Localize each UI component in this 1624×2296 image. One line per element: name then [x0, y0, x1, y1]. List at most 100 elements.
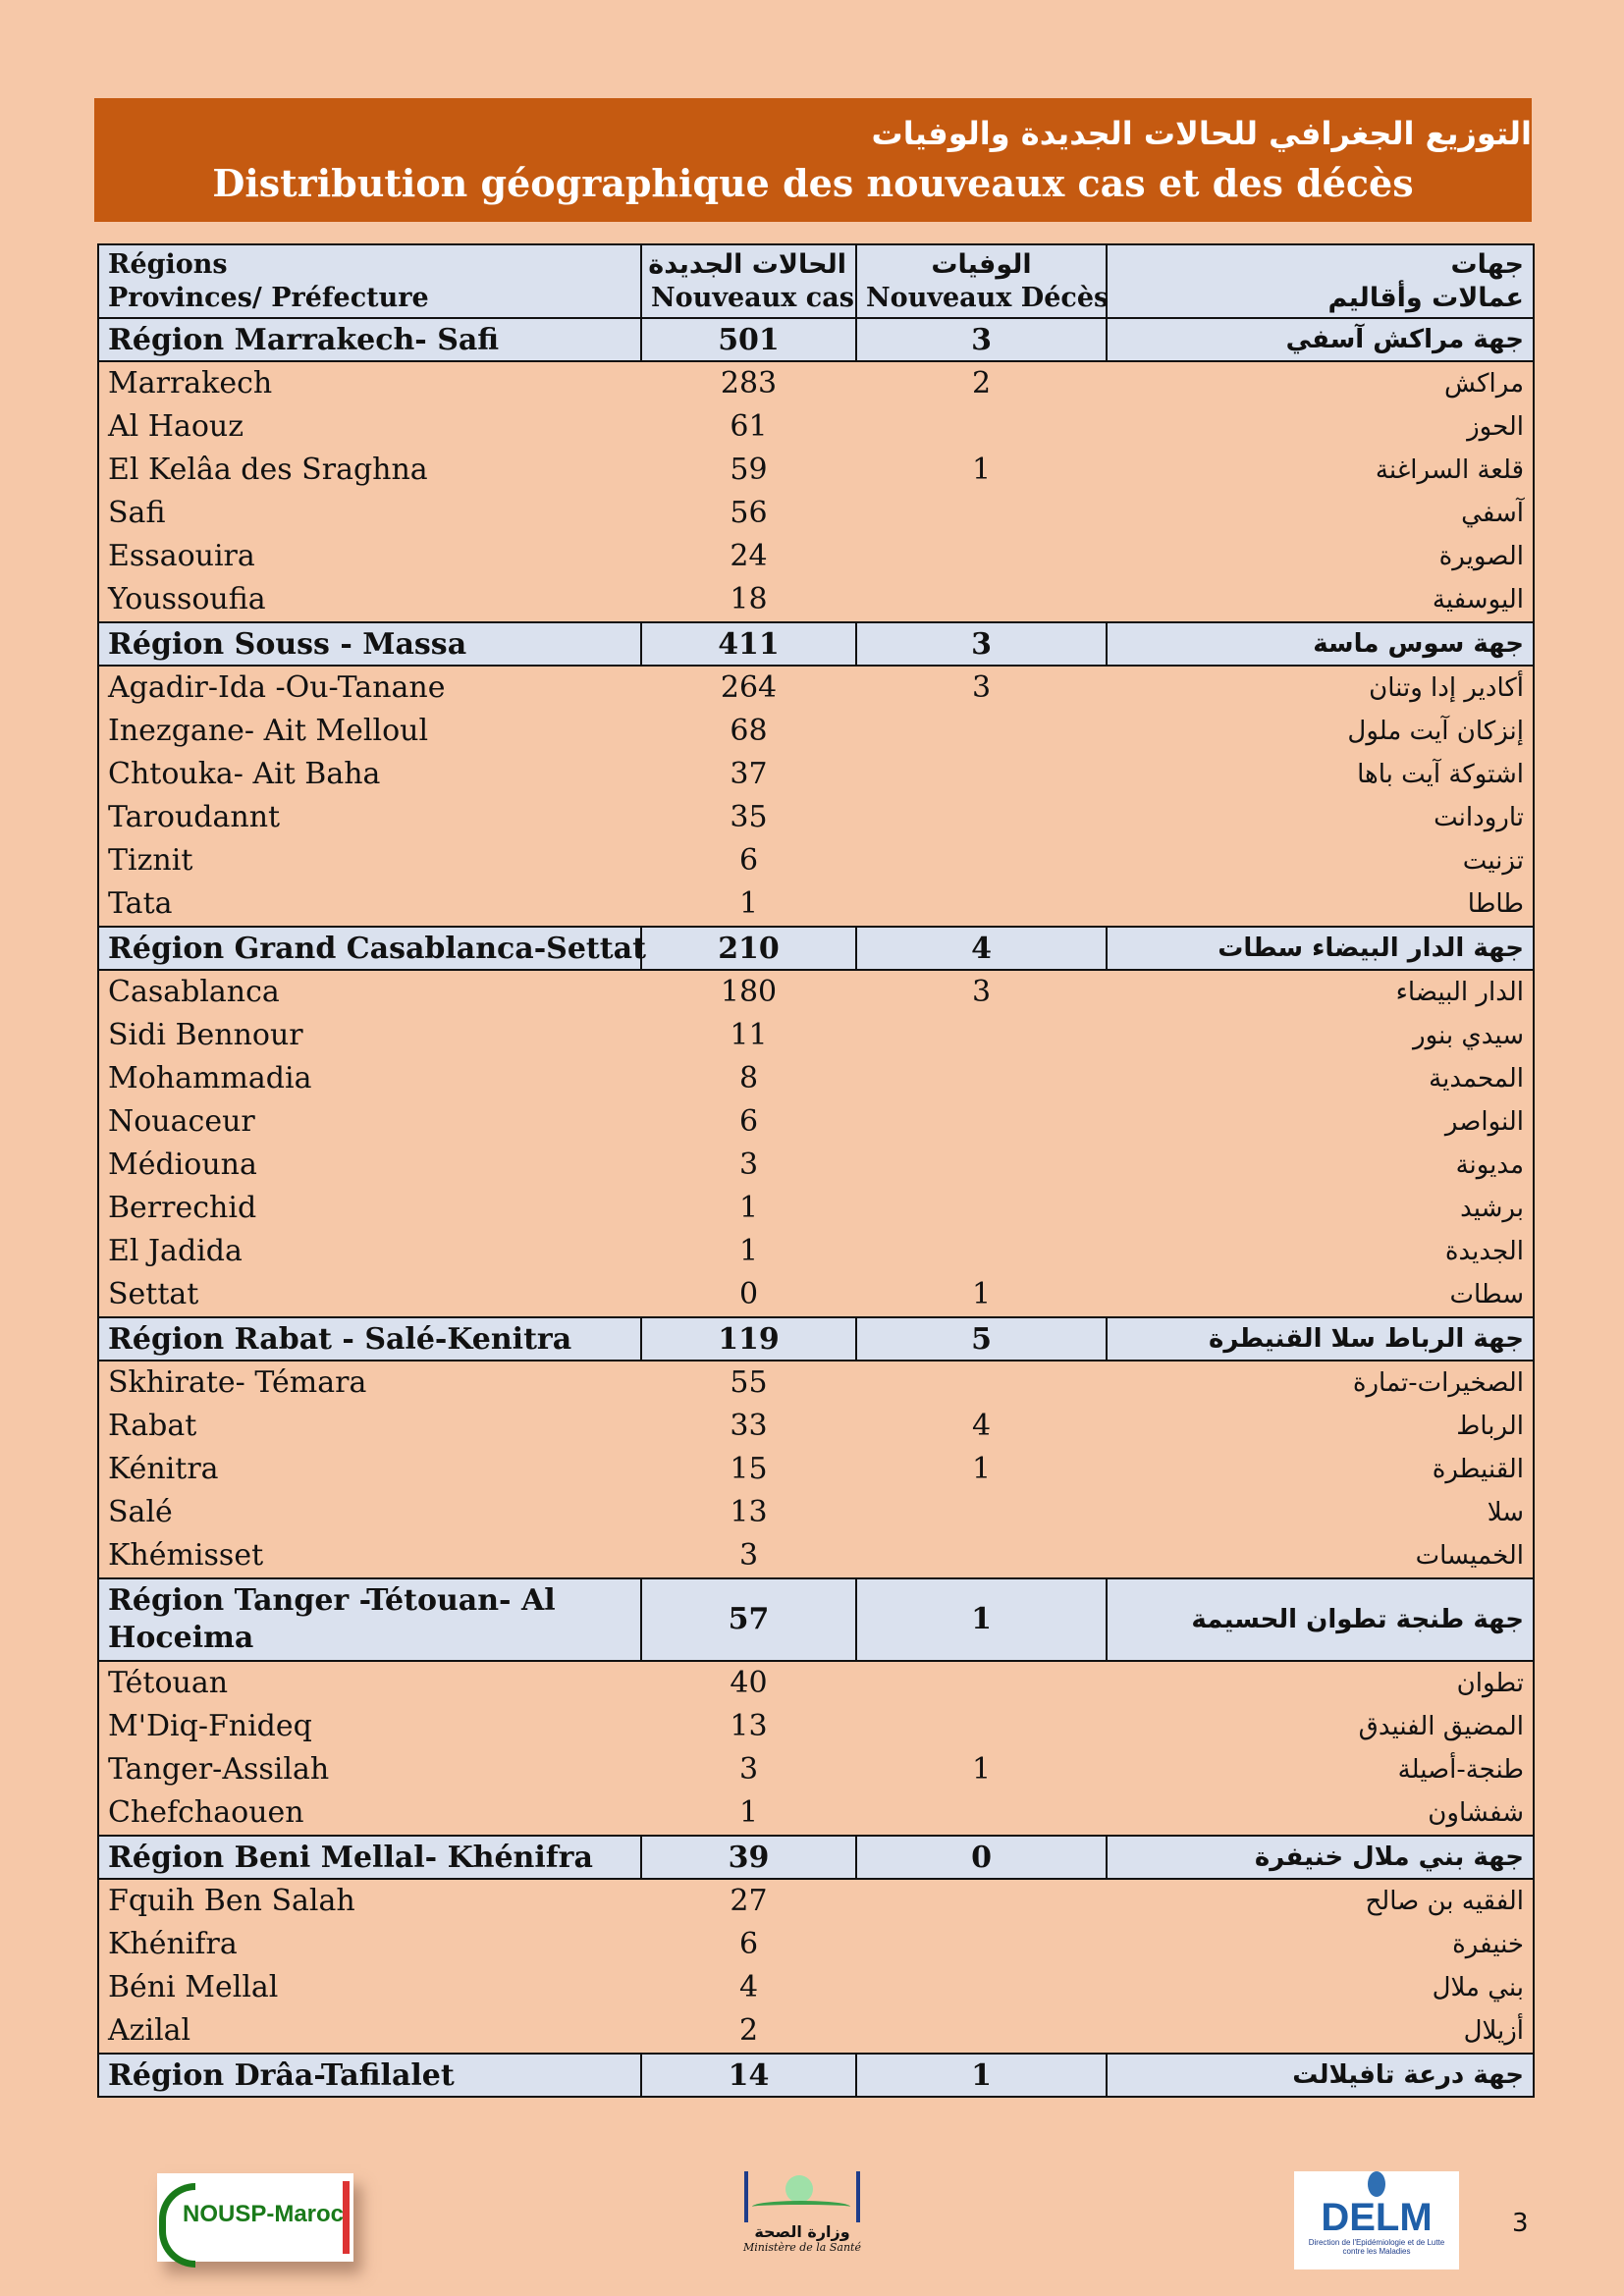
header-regions: Régions Provinces/ Préfecture	[97, 243, 642, 319]
province-name-arabic: الصخيرات-تمارة	[1107, 1361, 1535, 1405]
region-new-cases: 39	[640, 1835, 857, 1880]
province-name: Casablanca	[97, 970, 641, 1014]
province-name-arabic: الجديدة	[1107, 1230, 1535, 1273]
province-new-deaths	[856, 1057, 1107, 1100]
region-name: Région Grand Casablanca-Settat	[97, 926, 646, 971]
province-new-cases: 13	[730, 1495, 768, 1529]
province-name: Khénifra	[97, 1923, 641, 1966]
region-row: Région Grand Casablanca-Settat 210 4 جهة ال…	[97, 926, 1535, 971]
title-banner: التوزيع الجغرافي للحالات الجديدة والوفيا…	[94, 98, 1532, 222]
province-new-deaths: 3	[971, 975, 992, 1009]
province-name: M'Diq-Fnideq	[97, 1705, 641, 1748]
province-row: M'Diq-Fnideq 13 المضيق الفنيدق	[97, 1705, 1535, 1748]
province-name: Essaouira	[97, 535, 641, 578]
header-new-cases-ar: الحالات الجديدة	[648, 248, 846, 280]
province-new-deaths	[856, 1187, 1107, 1230]
province-name-arabic: مديونة	[1107, 1144, 1535, 1187]
province-new-cases: 1	[738, 1795, 759, 1830]
province-new-deaths: 4	[971, 1409, 992, 1443]
province-row: Safi 56 آسفي	[97, 492, 1535, 535]
nousp-logo-text: NOUSP-Maroc	[183, 2201, 345, 2227]
province-new-deaths: 1	[971, 1452, 992, 1486]
province-new-cases: 59	[730, 453, 768, 487]
province-new-cases: 2	[738, 2013, 759, 2048]
province-row: Tata 1 طاطا	[97, 882, 1535, 927]
province-new-deaths	[856, 710, 1107, 753]
region-name: Région Marrakech- Safi	[97, 317, 642, 362]
title-arabic: التوزيع الجغرافي للحالات الجديدة والوفيا…	[871, 115, 1532, 152]
province-row: Essaouira 24 الصويرة	[97, 535, 1535, 578]
province-row: Tanger-Assilah 3 1 طنجة-أصيلة	[97, 1748, 1535, 1791]
province-row: Tiznit 6 تزنيت	[97, 839, 1535, 882]
province-row: Mohammadia 8 المحمدية	[97, 1057, 1535, 1100]
province-new-cases: 1	[738, 1191, 759, 1225]
region-name-arabic: جهة بني ملال خنيفرة	[1106, 1835, 1535, 1880]
delm-logo: DELM Direction de l'Epidémiologie et de …	[1294, 2171, 1459, 2269]
province-row: Tétouan 40 تطوان	[97, 1661, 1535, 1705]
province-name: Sidi Bennour	[97, 1014, 641, 1057]
province-name-arabic: أزيلال	[1107, 2009, 1535, 2054]
region-new-cases: 119	[640, 1316, 857, 1362]
province-new-deaths	[856, 1966, 1107, 2009]
province-new-cases: 24	[730, 539, 768, 573]
province-name-arabic: أكادير إدا وتنان	[1107, 666, 1535, 710]
region-new-deaths: 3	[855, 317, 1108, 362]
province-name-arabic: شفشاون	[1107, 1791, 1535, 1836]
province-name-arabic: الحوز	[1107, 405, 1535, 449]
header-arabic-line2: عمالات وأقاليم	[1327, 282, 1524, 313]
province-name-arabic: مراكش	[1107, 361, 1535, 405]
province-row: Agadir-Ida -Ou-Tanane 264 3 أكادير إدا وتنا…	[97, 666, 1535, 710]
province-row: Sidi Bennour 11 سيدي بنور	[97, 1014, 1535, 1057]
province-row: Fquih Ben Salah 27 الفقيه بن صالح	[97, 1879, 1535, 1923]
province-row: Khénifra 6 خنيفرة	[97, 1923, 1535, 1966]
province-new-cases: 283	[720, 366, 778, 400]
region-name-arabic: جهة الرباط سلا القنيطرة	[1106, 1316, 1535, 1362]
header-arabic-line1: جهات	[1450, 248, 1524, 280]
header-new-deaths-ar: الوفيات	[931, 248, 1032, 280]
province-new-deaths	[856, 1923, 1107, 1966]
header-new-deaths-fr: Nouveaux Décès	[866, 282, 1110, 313]
province-name: Inezgane- Ait Melloul	[97, 710, 641, 753]
province-new-cases: 33	[730, 1409, 768, 1443]
province-name: Marrakech	[97, 361, 641, 405]
province-new-deaths	[856, 796, 1107, 839]
region-new-deaths: 1	[855, 1577, 1108, 1662]
province-name: Béni Mellal	[97, 1966, 641, 2009]
province-name-arabic: الفقيه بن صالح	[1107, 1879, 1535, 1923]
province-new-cases: 3	[738, 1148, 759, 1182]
delm-drop-icon	[1368, 2171, 1385, 2197]
province-name-arabic: الدار البيضاء	[1107, 970, 1535, 1014]
province-new-cases: 40	[730, 1666, 768, 1700]
province-row: Azilal 2 أزيلال	[97, 2009, 1535, 2054]
province-name-arabic: تطوان	[1107, 1661, 1535, 1705]
province-new-deaths	[856, 1879, 1107, 1923]
province-name-arabic: سطات	[1107, 1273, 1535, 1317]
province-name: Chtouka- Ait Baha	[97, 753, 641, 796]
province-new-deaths: 3	[971, 670, 992, 705]
province-new-deaths: 2	[971, 366, 992, 400]
province-name: Azilal	[97, 2009, 641, 2054]
region-name: Région Rabat - Salé-Kenitra	[97, 1316, 642, 1362]
ministry-emblem-icon	[744, 2171, 860, 2222]
province-name: Agadir-Ida -Ou-Tanane	[97, 666, 641, 710]
province-new-deaths	[856, 578, 1107, 622]
province-row: Béni Mellal 4 بني ملال	[97, 1966, 1535, 2009]
province-name: Youssoufia	[97, 578, 641, 622]
province-new-cases: 27	[730, 1884, 768, 1918]
region-name: Région Souss - Massa	[97, 621, 642, 667]
region-row: Région Beni Mellal- Khénifra 39 0 جهة بني م…	[97, 1835, 1535, 1880]
province-name-arabic: خنيفرة	[1107, 1923, 1535, 1966]
province-name-arabic: تزنيت	[1107, 839, 1535, 882]
province-name: Tiznit	[97, 839, 641, 882]
region-name: Région Drâa-Tafilalet	[97, 2053, 642, 2098]
province-new-cases: 1	[738, 1234, 759, 1268]
province-name: Taroudannt	[97, 796, 641, 839]
province-new-cases: 61	[730, 409, 768, 444]
region-new-deaths: 3	[855, 621, 1108, 667]
province-row: Rabat 33 4 الرباط	[97, 1405, 1535, 1448]
region-row: Région Tanger -Tétouan- Al Hoceima 57 1 جهة…	[97, 1577, 1535, 1662]
province-new-deaths	[856, 1661, 1107, 1705]
province-new-cases: 4	[738, 1970, 759, 2004]
province-name-arabic: سلا	[1107, 1491, 1535, 1534]
province-new-deaths	[856, 1230, 1107, 1273]
